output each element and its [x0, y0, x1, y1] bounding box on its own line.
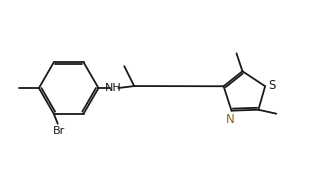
- Text: S: S: [268, 79, 276, 92]
- Text: Br: Br: [53, 126, 65, 136]
- Text: N: N: [226, 113, 235, 126]
- Text: NH: NH: [105, 83, 122, 93]
